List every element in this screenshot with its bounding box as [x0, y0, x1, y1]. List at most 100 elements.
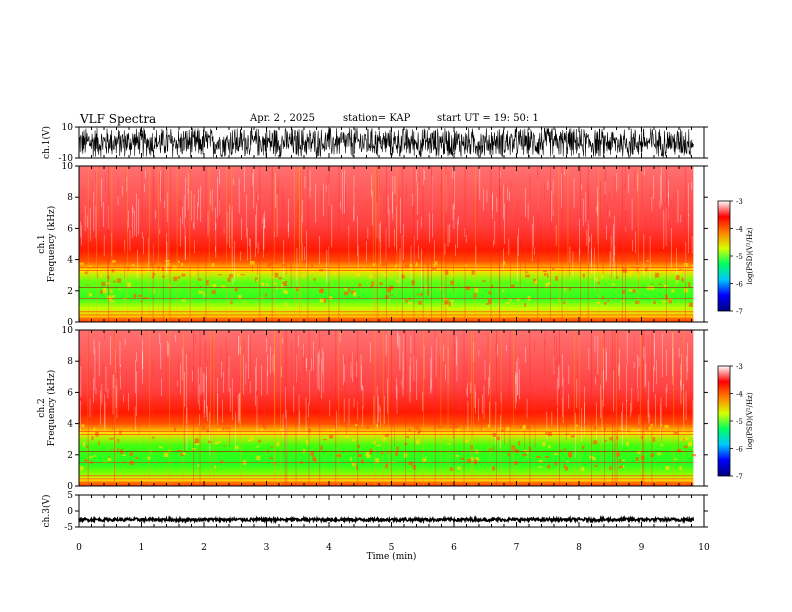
spectrogram-speckle	[107, 295, 112, 300]
spectrogram-speckle	[580, 467, 585, 471]
spectrogram-speckle	[622, 459, 625, 462]
x-tick-label: 2	[201, 543, 207, 553]
spectrogram-speckle	[107, 457, 112, 461]
spectrogram-speckle	[626, 442, 629, 446]
spectrogram-speckle	[503, 261, 506, 265]
spectrogram-speckle	[259, 297, 264, 299]
spectrogram-speckle	[653, 300, 656, 305]
spectrogram-speckle	[487, 298, 492, 304]
spectrogram-speckle	[492, 466, 496, 471]
spectrogram-speckle	[445, 269, 449, 275]
spectrogram-speckle	[382, 436, 386, 442]
spectrogram-speckle	[419, 429, 422, 433]
spectrogram-speckle	[359, 260, 364, 263]
spectrogram-speckle	[84, 271, 88, 274]
spectrogram-speckle	[197, 464, 200, 467]
spectrogram-speckle	[618, 466, 622, 469]
spectrogram-speckle	[206, 280, 209, 285]
spectrogram-speckle	[250, 261, 255, 265]
spectrogram-speckle	[566, 460, 569, 463]
spectrogram-speckle	[321, 299, 326, 302]
spectrogram-speckle	[267, 268, 270, 271]
spectrogram-speckle	[601, 275, 604, 279]
spectrogram-speckle	[85, 459, 89, 462]
spectrogram-speckle	[464, 264, 467, 267]
spectrogram-speckle	[673, 432, 679, 435]
spectrogram-speckle	[547, 431, 552, 436]
spectrogram-speckle	[536, 456, 541, 459]
spectrogram-speckle	[225, 427, 230, 430]
spectrogram-speckle	[681, 277, 684, 282]
spectrogram-speckle	[256, 279, 258, 282]
colorbar-tick-label: -4	[736, 391, 743, 399]
spectrogram-speckle	[358, 296, 361, 298]
y-axis-label: ch.3(V)	[41, 495, 52, 528]
spectrogram-speckle	[357, 444, 360, 449]
spectrogram-speckle	[102, 461, 107, 463]
spectrogram-speckle	[602, 296, 604, 300]
ch1-waveform-panel: 10 -10 ch.1(V)	[41, 123, 708, 164]
spectrogram-speckle	[632, 289, 636, 293]
spectrogram-speckle	[432, 261, 435, 264]
spectrogram-speckle	[687, 282, 691, 288]
colorbar-ch1: -3 -4 -5 -6 -7 log(PSD)(V²/Hz)	[717, 198, 754, 316]
ch1-spectrogram-panel: 0 2 4 6 8 10 ch.1 Frequency (kHz)	[37, 162, 708, 328]
spectrogram-speckle	[593, 440, 598, 445]
spectrogram-speckle	[308, 428, 311, 433]
spectrogram-speckle	[401, 274, 405, 279]
spectrogram-speckle	[678, 269, 682, 274]
spectrogram-speckle	[132, 434, 137, 436]
spectrogram-speckle	[417, 431, 420, 434]
spectrogram-speckle	[332, 272, 338, 275]
spectrogram-speckle	[637, 450, 641, 455]
spectrogram-speckle	[415, 262, 418, 266]
spectrogram-speckle	[486, 303, 489, 305]
colorbar-label: log(PSD)(V²/Hz)	[746, 227, 754, 284]
spectrogram-speckle	[351, 291, 354, 293]
spectrogram-speckle	[119, 430, 122, 435]
spectrogram-speckle	[522, 453, 527, 457]
x-tick-label: 1	[139, 543, 145, 553]
spectrogram-speckle	[424, 285, 427, 289]
spectrogram-speckle	[218, 441, 222, 443]
spectrogram-speckle	[615, 452, 620, 457]
spectrogram-speckle	[518, 441, 521, 446]
y-tick-label: 0	[67, 482, 73, 492]
spectrogram-speckle	[467, 458, 472, 463]
spectrogram-speckle	[353, 270, 358, 274]
spectrogram-speckle	[563, 463, 566, 469]
spectrogram-speckle	[389, 294, 394, 296]
ch3-waveform-line	[78, 514, 695, 525]
spectrogram-speckle	[150, 262, 154, 267]
spectrogram-speckle	[165, 260, 170, 262]
spectrogram-speckle	[135, 456, 139, 460]
spectrogram-speckle	[296, 287, 299, 292]
spectrogram-speckle	[368, 274, 374, 279]
spectrogram-speckle	[234, 445, 239, 450]
spectrogram-speckle	[343, 291, 349, 296]
spectrogram-speckle	[582, 273, 585, 278]
spectrogram-speckle	[211, 290, 216, 294]
spectrogram-speckle	[152, 272, 155, 276]
spectrogram-speckle	[110, 289, 113, 293]
spectrogram-speckle	[507, 452, 510, 457]
spectrogram-speckle	[509, 298, 512, 302]
spectrogram-speckle	[635, 456, 639, 461]
spectrogram-speckle	[93, 455, 97, 457]
spectrogram-speckle	[147, 457, 151, 460]
spectrogram-speckle	[118, 288, 121, 290]
spectrogram-speckle	[690, 431, 693, 434]
spectrogram-speckle	[117, 438, 120, 443]
spectrogram-speckle	[604, 439, 607, 442]
spectrogram-speckle	[220, 460, 224, 464]
y-tick-label: 4	[67, 256, 73, 266]
spectrogram-speckle	[662, 431, 666, 433]
spectrogram-speckle	[401, 299, 404, 301]
spectrogram-speckle	[217, 428, 220, 432]
spectrogram-speckle	[376, 424, 379, 428]
spectrogram-speckle	[79, 466, 84, 471]
y-tick-label: 2	[67, 451, 73, 461]
spectrogram-speckle	[203, 292, 206, 297]
spectrogram-speckle	[594, 464, 598, 467]
spectrogram-speckle	[352, 438, 356, 442]
